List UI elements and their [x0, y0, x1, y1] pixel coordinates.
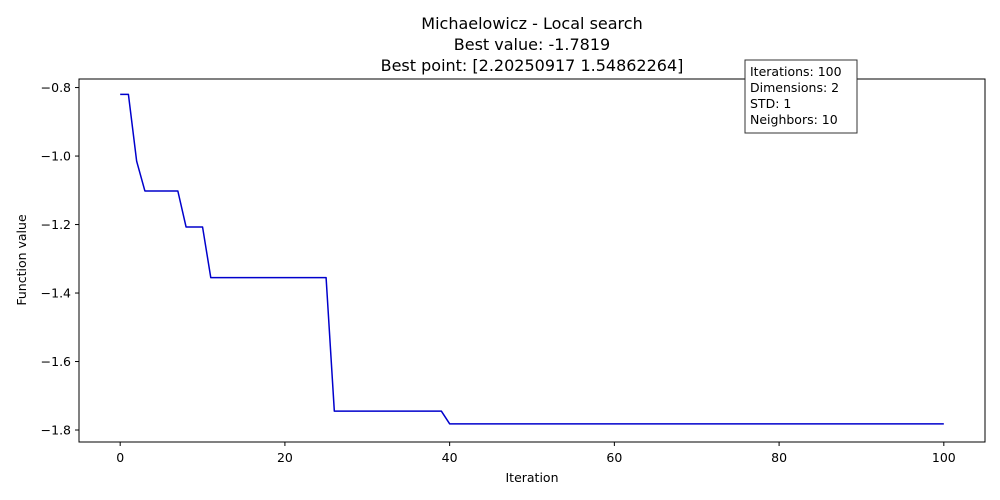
y-tick-label: −1.8 [41, 423, 71, 438]
chart-title-line-1: Michaelowicz - Local search [421, 14, 642, 33]
info-box-frame [744, 59, 858, 134]
info-dimensions: Dimensions: 2 [750, 80, 839, 95]
x-tick-label: 100 [932, 450, 956, 465]
y-tick-label: −1.6 [41, 354, 71, 369]
plot-area-frame [78, 78, 986, 443]
x-axis-ticks: 0 20 40 60 80 100 [116, 442, 956, 465]
y-tick-label: −1.4 [41, 286, 71, 301]
y-tick-label: −0.8 [41, 80, 71, 95]
series-line-0 [120, 93, 944, 425]
chart-title-line-2: Best value: -1.7819 [454, 35, 610, 54]
x-tick-label: 80 [771, 450, 787, 465]
chart-title: Michaelowicz - Local search Best value: … [381, 14, 684, 75]
y-tick-label: −1.2 [41, 217, 71, 232]
series-group [120, 93, 944, 425]
info-box: Iterations: 100 Dimensions: 2 STD: 1 Nei… [744, 59, 858, 134]
x-axis-label: Iteration [505, 470, 558, 485]
y-tick-label: −1.0 [41, 149, 71, 164]
x-tick-label: 0 [116, 450, 124, 465]
y-axis-label: Function value [14, 214, 29, 306]
chart-title-line-3: Best point: [2.20250917 1.54862264] [381, 56, 684, 75]
info-neighbors: Neighbors: 10 [750, 112, 838, 127]
x-tick-label: 20 [277, 450, 293, 465]
x-tick-label: 40 [442, 450, 458, 465]
info-iterations: Iterations: 100 [750, 64, 842, 79]
info-std: STD: 1 [750, 96, 791, 111]
x-tick-label: 60 [606, 450, 622, 465]
y-axis-ticks: −0.8 −1.0 −1.2 −1.4 −1.6 −1.8 [41, 80, 79, 438]
